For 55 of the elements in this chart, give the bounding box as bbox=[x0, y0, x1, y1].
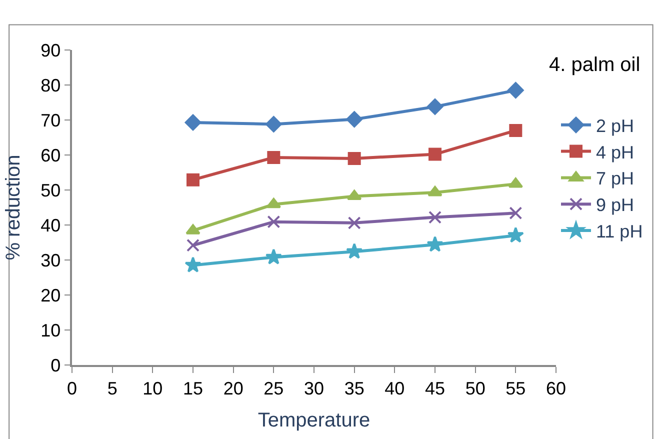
point bbox=[509, 206, 522, 220]
y-tick-label: 60 bbox=[40, 145, 61, 166]
y-tick-label: 30 bbox=[40, 250, 61, 270]
point bbox=[266, 116, 282, 132]
y-axis-title: % reduction bbox=[2, 154, 25, 260]
point bbox=[348, 152, 361, 165]
point bbox=[509, 124, 522, 137]
y-tick-label: 50 bbox=[40, 180, 61, 200]
point bbox=[426, 236, 444, 252]
point bbox=[348, 216, 361, 230]
x-axis-title: Temperature bbox=[258, 409, 370, 432]
legend-label: 9 pH bbox=[596, 195, 634, 216]
point bbox=[266, 198, 282, 208]
x-tick-label: 20 bbox=[223, 378, 244, 398]
point bbox=[265, 248, 282, 264]
point bbox=[186, 173, 200, 186]
legend-label: 4 pH bbox=[596, 142, 634, 162]
point bbox=[428, 210, 442, 224]
y-tick-label: 70 bbox=[40, 110, 61, 130]
y-tick-label: 40 bbox=[40, 215, 61, 236]
point bbox=[184, 256, 202, 272]
x-tick-label: 35 bbox=[344, 378, 364, 398]
y-tick-label: 20 bbox=[40, 285, 61, 306]
x-tick-label: 55 bbox=[506, 378, 526, 398]
y-tick-label: 90 bbox=[40, 40, 61, 60]
y-tick-label: 10 bbox=[40, 320, 61, 340]
y-tick-label: 0 bbox=[50, 355, 61, 376]
point bbox=[426, 98, 444, 115]
y-tick-label: 80 bbox=[40, 75, 61, 96]
x-tick-label: 15 bbox=[182, 378, 204, 398]
x-tick-label: 25 bbox=[264, 378, 284, 398]
x-tick-label: 5 bbox=[107, 378, 118, 398]
legend-label: 2 pH bbox=[596, 116, 634, 136]
x-tick-label: 45 bbox=[424, 378, 446, 398]
x-tick-label: 10 bbox=[142, 378, 163, 398]
x-tick-label: 30 bbox=[304, 378, 324, 398]
point bbox=[428, 148, 442, 161]
point bbox=[186, 224, 200, 234]
point bbox=[346, 111, 362, 128]
point bbox=[267, 215, 280, 228]
x-tick-label: 60 bbox=[546, 378, 566, 398]
x-tick-label: 50 bbox=[465, 378, 486, 398]
legend-label: 11 pH bbox=[596, 222, 643, 242]
point bbox=[186, 238, 200, 252]
point bbox=[507, 226, 524, 243]
point bbox=[428, 186, 442, 196]
point bbox=[508, 82, 524, 98]
chart-title: 4. palm oil bbox=[549, 54, 640, 76]
point bbox=[267, 150, 280, 164]
point bbox=[346, 242, 363, 259]
legend-label: 7 pH bbox=[596, 168, 634, 189]
point bbox=[346, 190, 362, 200]
point bbox=[184, 114, 202, 131]
x-tick-label: 40 bbox=[384, 378, 405, 398]
x-tick-label: 0 bbox=[66, 378, 78, 398]
